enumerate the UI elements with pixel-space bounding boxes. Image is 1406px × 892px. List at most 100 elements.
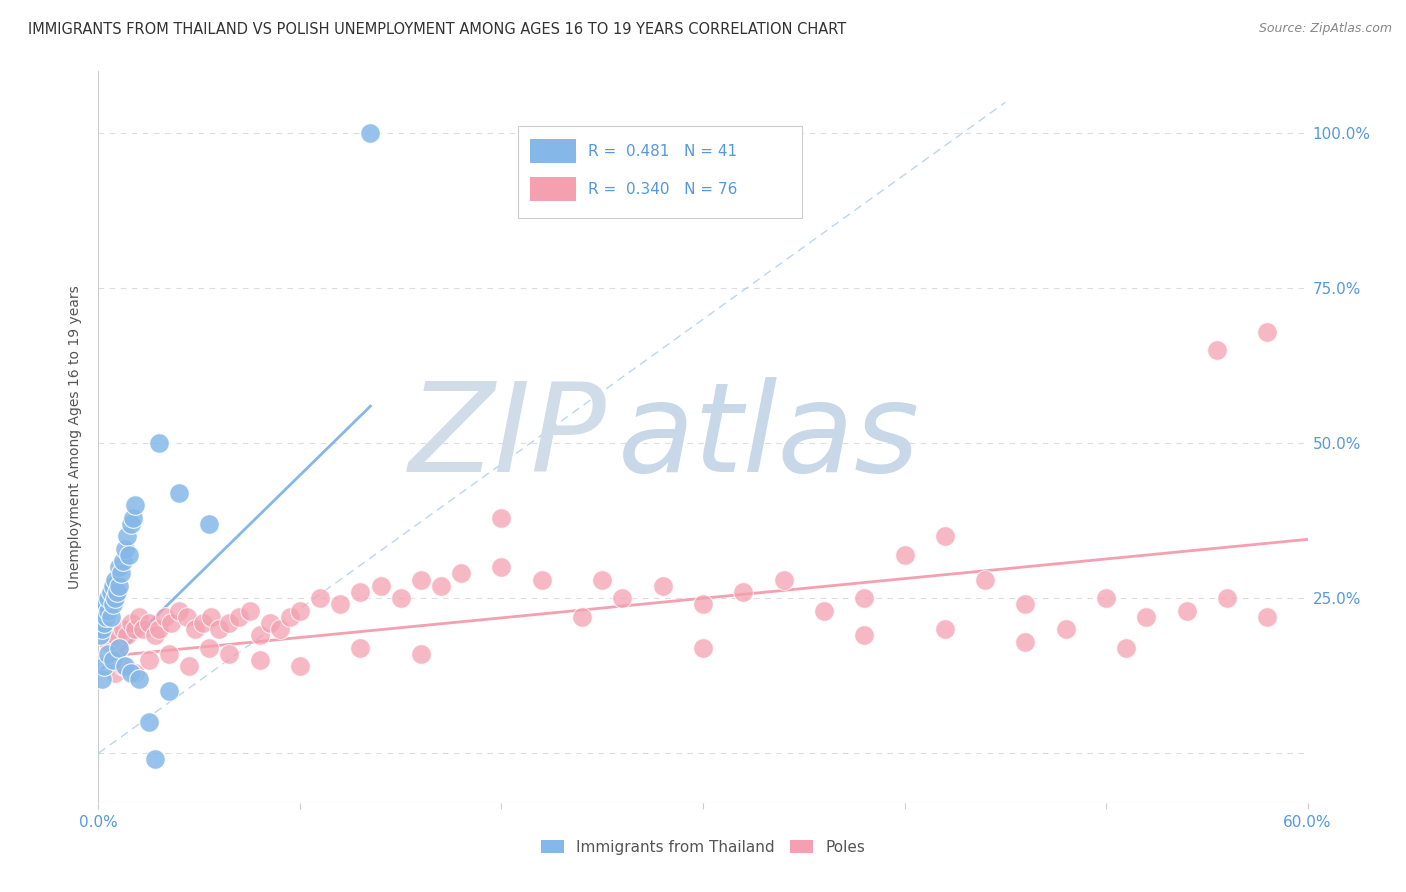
Point [160, 615, 183, 630]
Point [184, 622, 207, 636]
Point [179, 659, 201, 673]
Text: Source: ZipAtlas.com: Source: ZipAtlas.com [1258, 22, 1392, 36]
FancyBboxPatch shape [530, 139, 576, 163]
Point [288, 659, 311, 673]
Point [107, 640, 129, 655]
Point [692, 640, 714, 655]
Point [409, 647, 432, 661]
Point [143, 752, 166, 766]
Point [288, 604, 311, 618]
Point [96, 610, 118, 624]
FancyBboxPatch shape [517, 126, 803, 218]
Point [114, 659, 136, 673]
Point [409, 573, 432, 587]
Point [138, 715, 160, 730]
Point [143, 628, 166, 642]
Point [853, 628, 876, 642]
Point [167, 604, 190, 618]
Point [1115, 640, 1137, 655]
Point [853, 591, 876, 606]
Point [103, 628, 125, 642]
Point [93, 604, 115, 618]
Point [450, 566, 472, 581]
Legend: Immigrants from Thailand, Poles: Immigrants from Thailand, Poles [534, 834, 872, 861]
Point [148, 436, 170, 450]
Point [176, 610, 198, 624]
Point [91, 622, 114, 636]
Point [120, 615, 142, 630]
Point [93, 659, 115, 673]
Point [157, 684, 180, 698]
Point [571, 610, 593, 624]
Point [103, 573, 125, 587]
Y-axis label: Unemployment Among Ages 16 to 19 years: Unemployment Among Ages 16 to 19 years [69, 285, 83, 589]
Point [591, 573, 613, 587]
Text: R =  0.340   N = 76: R = 0.340 N = 76 [588, 182, 738, 196]
Point [329, 598, 352, 612]
Point [132, 622, 155, 636]
Point [97, 604, 120, 618]
Point [974, 573, 997, 587]
Point [309, 591, 332, 606]
Point [349, 585, 371, 599]
Point [259, 615, 281, 630]
Point [111, 622, 134, 636]
Point [107, 579, 129, 593]
Point [120, 516, 142, 531]
Point [491, 510, 513, 524]
Point [612, 591, 634, 606]
Point [128, 610, 150, 624]
Point [138, 615, 160, 630]
Point [1054, 622, 1077, 636]
Point [491, 560, 513, 574]
Point [218, 615, 240, 630]
Point [101, 598, 124, 612]
Point [934, 622, 956, 636]
Point [1175, 604, 1198, 618]
Point [349, 640, 371, 655]
Text: ZIP: ZIP [408, 376, 606, 498]
Point [97, 634, 120, 648]
Point [733, 585, 755, 599]
Point [100, 585, 122, 599]
Point [1095, 591, 1118, 606]
Point [107, 560, 129, 574]
Point [101, 579, 124, 593]
Point [893, 548, 915, 562]
Point [389, 591, 412, 606]
Point [208, 622, 231, 636]
Point [111, 659, 134, 673]
Point [118, 548, 141, 562]
Point [101, 653, 124, 667]
Point [89, 628, 111, 642]
Point [239, 604, 262, 618]
Point [153, 610, 176, 624]
Point [111, 554, 134, 568]
Text: atlas: atlas [619, 376, 921, 498]
Point [167, 486, 190, 500]
Point [124, 498, 146, 512]
Point [96, 598, 118, 612]
Point [138, 653, 160, 667]
Point [1256, 325, 1278, 339]
Point [91, 672, 114, 686]
Point [198, 516, 221, 531]
Point [103, 591, 125, 606]
Point [1256, 610, 1278, 624]
Point [100, 610, 122, 624]
Point [124, 665, 146, 680]
Point [198, 640, 221, 655]
Point [249, 653, 271, 667]
Point [148, 622, 170, 636]
Point [103, 665, 125, 680]
Point [278, 610, 301, 624]
Point [115, 529, 138, 543]
Point [228, 610, 250, 624]
Point [934, 529, 956, 543]
Point [813, 604, 835, 618]
Point [107, 640, 129, 655]
Point [128, 672, 150, 686]
Point [121, 510, 143, 524]
Point [360, 126, 382, 140]
Point [157, 647, 180, 661]
